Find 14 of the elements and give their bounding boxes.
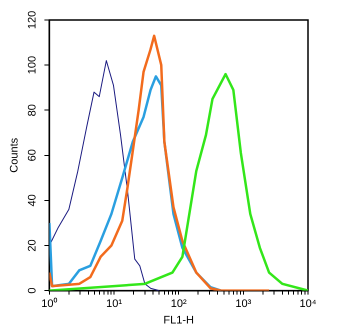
y-tick-label: 20	[26, 239, 38, 252]
y-tick-label: 40	[26, 194, 38, 207]
x-tick-label: 10⁰	[41, 297, 58, 310]
y-tick-label: 120	[26, 10, 38, 30]
x-axis-title: FL1-H	[163, 314, 194, 326]
y-tick-label: 0	[26, 288, 38, 294]
y-axis-title: Counts	[8, 137, 21, 173]
y-tick-label: 100	[26, 56, 38, 74]
x-tick-label: 10⁴	[300, 298, 317, 310]
x-tick-label: 10²	[170, 298, 187, 310]
y-tick-label: 80	[26, 104, 38, 116]
y-tick-label: 60	[26, 149, 38, 162]
x-tick-label: 10¹	[106, 298, 122, 310]
x-tick-label: 10³	[235, 298, 252, 310]
